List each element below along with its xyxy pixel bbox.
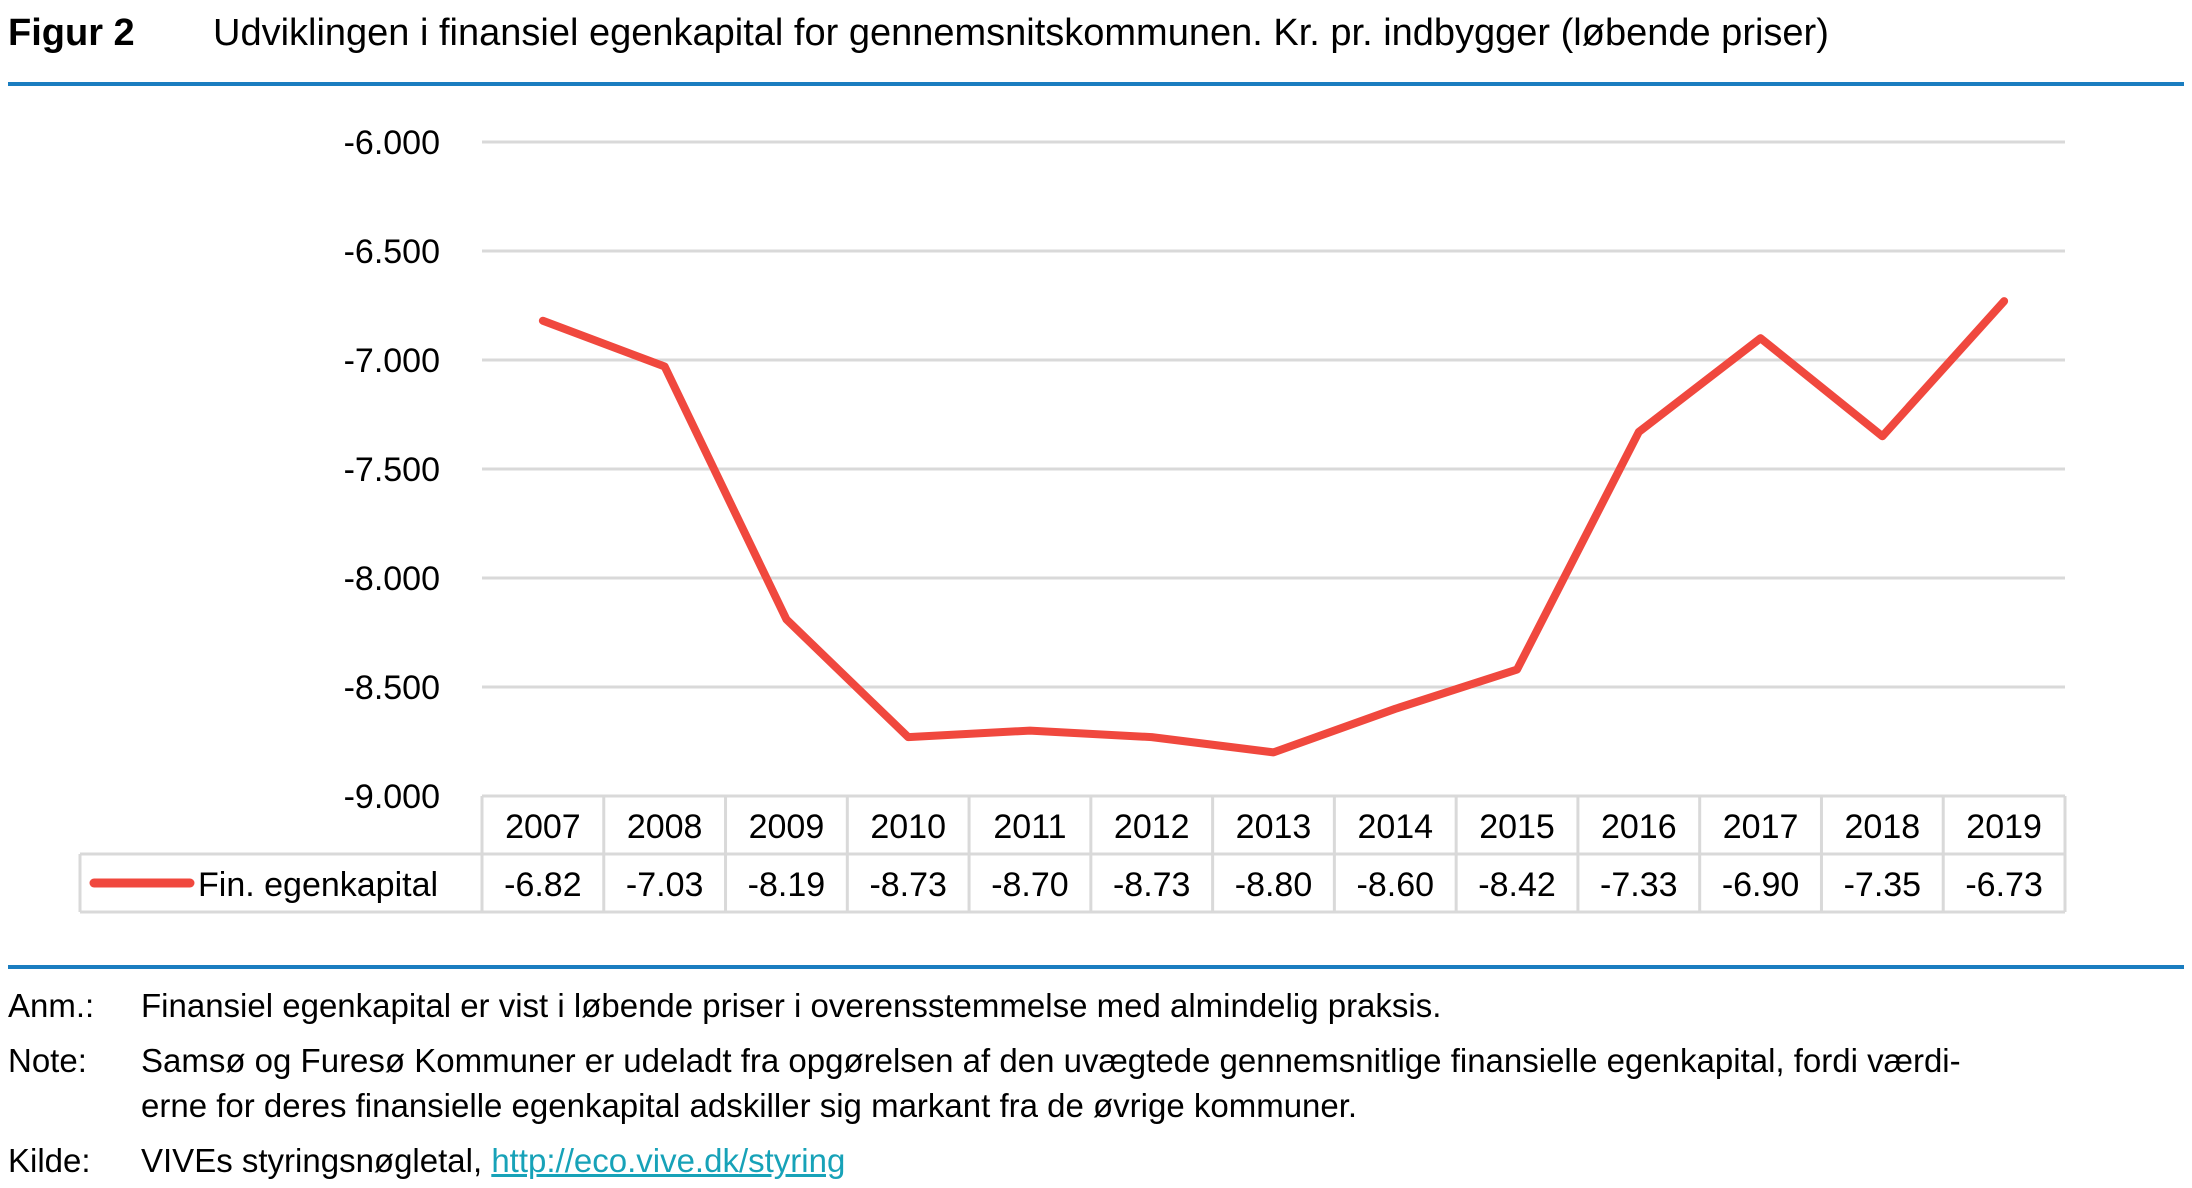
- x-category-label: 2013: [1236, 808, 1312, 846]
- y-tick-label: -6.000: [344, 124, 440, 162]
- x-category-label: 2017: [1723, 808, 1799, 846]
- y-tick-label: -7.500: [344, 451, 440, 489]
- data-table-value: -8.42: [1478, 866, 1556, 904]
- figure-notes: Anm.: Finansiel egenkapital er vist i lø…: [8, 983, 2178, 1183]
- figure-title: Udviklingen i finansiel egenkapital for …: [213, 12, 1829, 54]
- x-category-label: 2007: [505, 808, 581, 846]
- data-table-value: -8.70: [991, 866, 1069, 904]
- top-rule: [8, 82, 2184, 86]
- note-anm-text: Finansiel egenkapital er vist i løbende …: [141, 987, 1442, 1024]
- data-table-value: -7.35: [1844, 866, 1922, 904]
- note-note-key: Note:: [8, 1042, 87, 1079]
- note-anm: Anm.: Finansiel egenkapital er vist i lø…: [8, 983, 2178, 1028]
- x-category-label: 2018: [1845, 808, 1921, 846]
- note-anm-key: Anm.:: [8, 987, 95, 1024]
- data-table-value: -6.82: [504, 866, 582, 904]
- data-table-value: -8.19: [748, 866, 826, 904]
- x-category-label: 2016: [1601, 808, 1677, 846]
- data-table-value: -8.73: [869, 866, 947, 904]
- note-kilde: Kilde: VIVEs styringsnøgletal, http://ec…: [8, 1138, 2178, 1183]
- x-category-label: 2011: [993, 808, 1066, 846]
- y-tick-label: -6.500: [344, 233, 440, 271]
- source-link[interactable]: http://eco.vive.dk/styring: [491, 1142, 846, 1179]
- legend-series-name: Fin. egenkapital: [198, 866, 438, 904]
- y-tick-label: -7.000: [344, 342, 440, 380]
- x-category-label: 2009: [749, 808, 825, 846]
- x-category-label: 2019: [1966, 808, 2042, 846]
- data-table-value: -8.80: [1235, 866, 1313, 904]
- x-category-label: 2008: [627, 808, 703, 846]
- figure-label: Figur 2: [8, 12, 135, 54]
- x-category-label: 2015: [1479, 808, 1555, 846]
- note-kilde-text: VIVEs styringsnøgletal,: [141, 1142, 492, 1179]
- data-table-value: -8.73: [1113, 866, 1191, 904]
- note-note: Note: Samsø og Furesø Kommuner er udelad…: [8, 1038, 2178, 1128]
- data-table-value: -8.60: [1357, 866, 1435, 904]
- note-kilde-key: Kilde:: [8, 1142, 91, 1179]
- note-note-text-line2: erne for deres finansielle egenkapital a…: [141, 1087, 1358, 1124]
- note-note-text-line1: Samsø og Furesø Kommuner er udeladt fra …: [141, 1042, 1961, 1079]
- x-category-label: 2014: [1357, 808, 1433, 846]
- y-tick-label: -8.500: [344, 669, 440, 707]
- y-tick-label: -8.000: [344, 560, 440, 598]
- series-line: [538, 297, 2009, 757]
- data-table-value: -6.73: [1965, 866, 2043, 904]
- data-table-value: -6.90: [1722, 866, 1800, 904]
- y-tick-label: -9.000: [344, 778, 440, 816]
- bottom-rule: [8, 965, 2184, 969]
- data-table-value: -7.03: [626, 866, 704, 904]
- figure-header: Figur 2 Udviklingen i finansiel egenkapi…: [8, 12, 2178, 72]
- x-category-label: 2010: [870, 808, 946, 846]
- data-table-value: -7.33: [1600, 866, 1678, 904]
- x-category-label: 2012: [1114, 808, 1190, 846]
- line-chart: -6.000 -6.500 -7.000 -7.500 -8.000 -8.500 -9.0…: [78, 124, 2067, 914]
